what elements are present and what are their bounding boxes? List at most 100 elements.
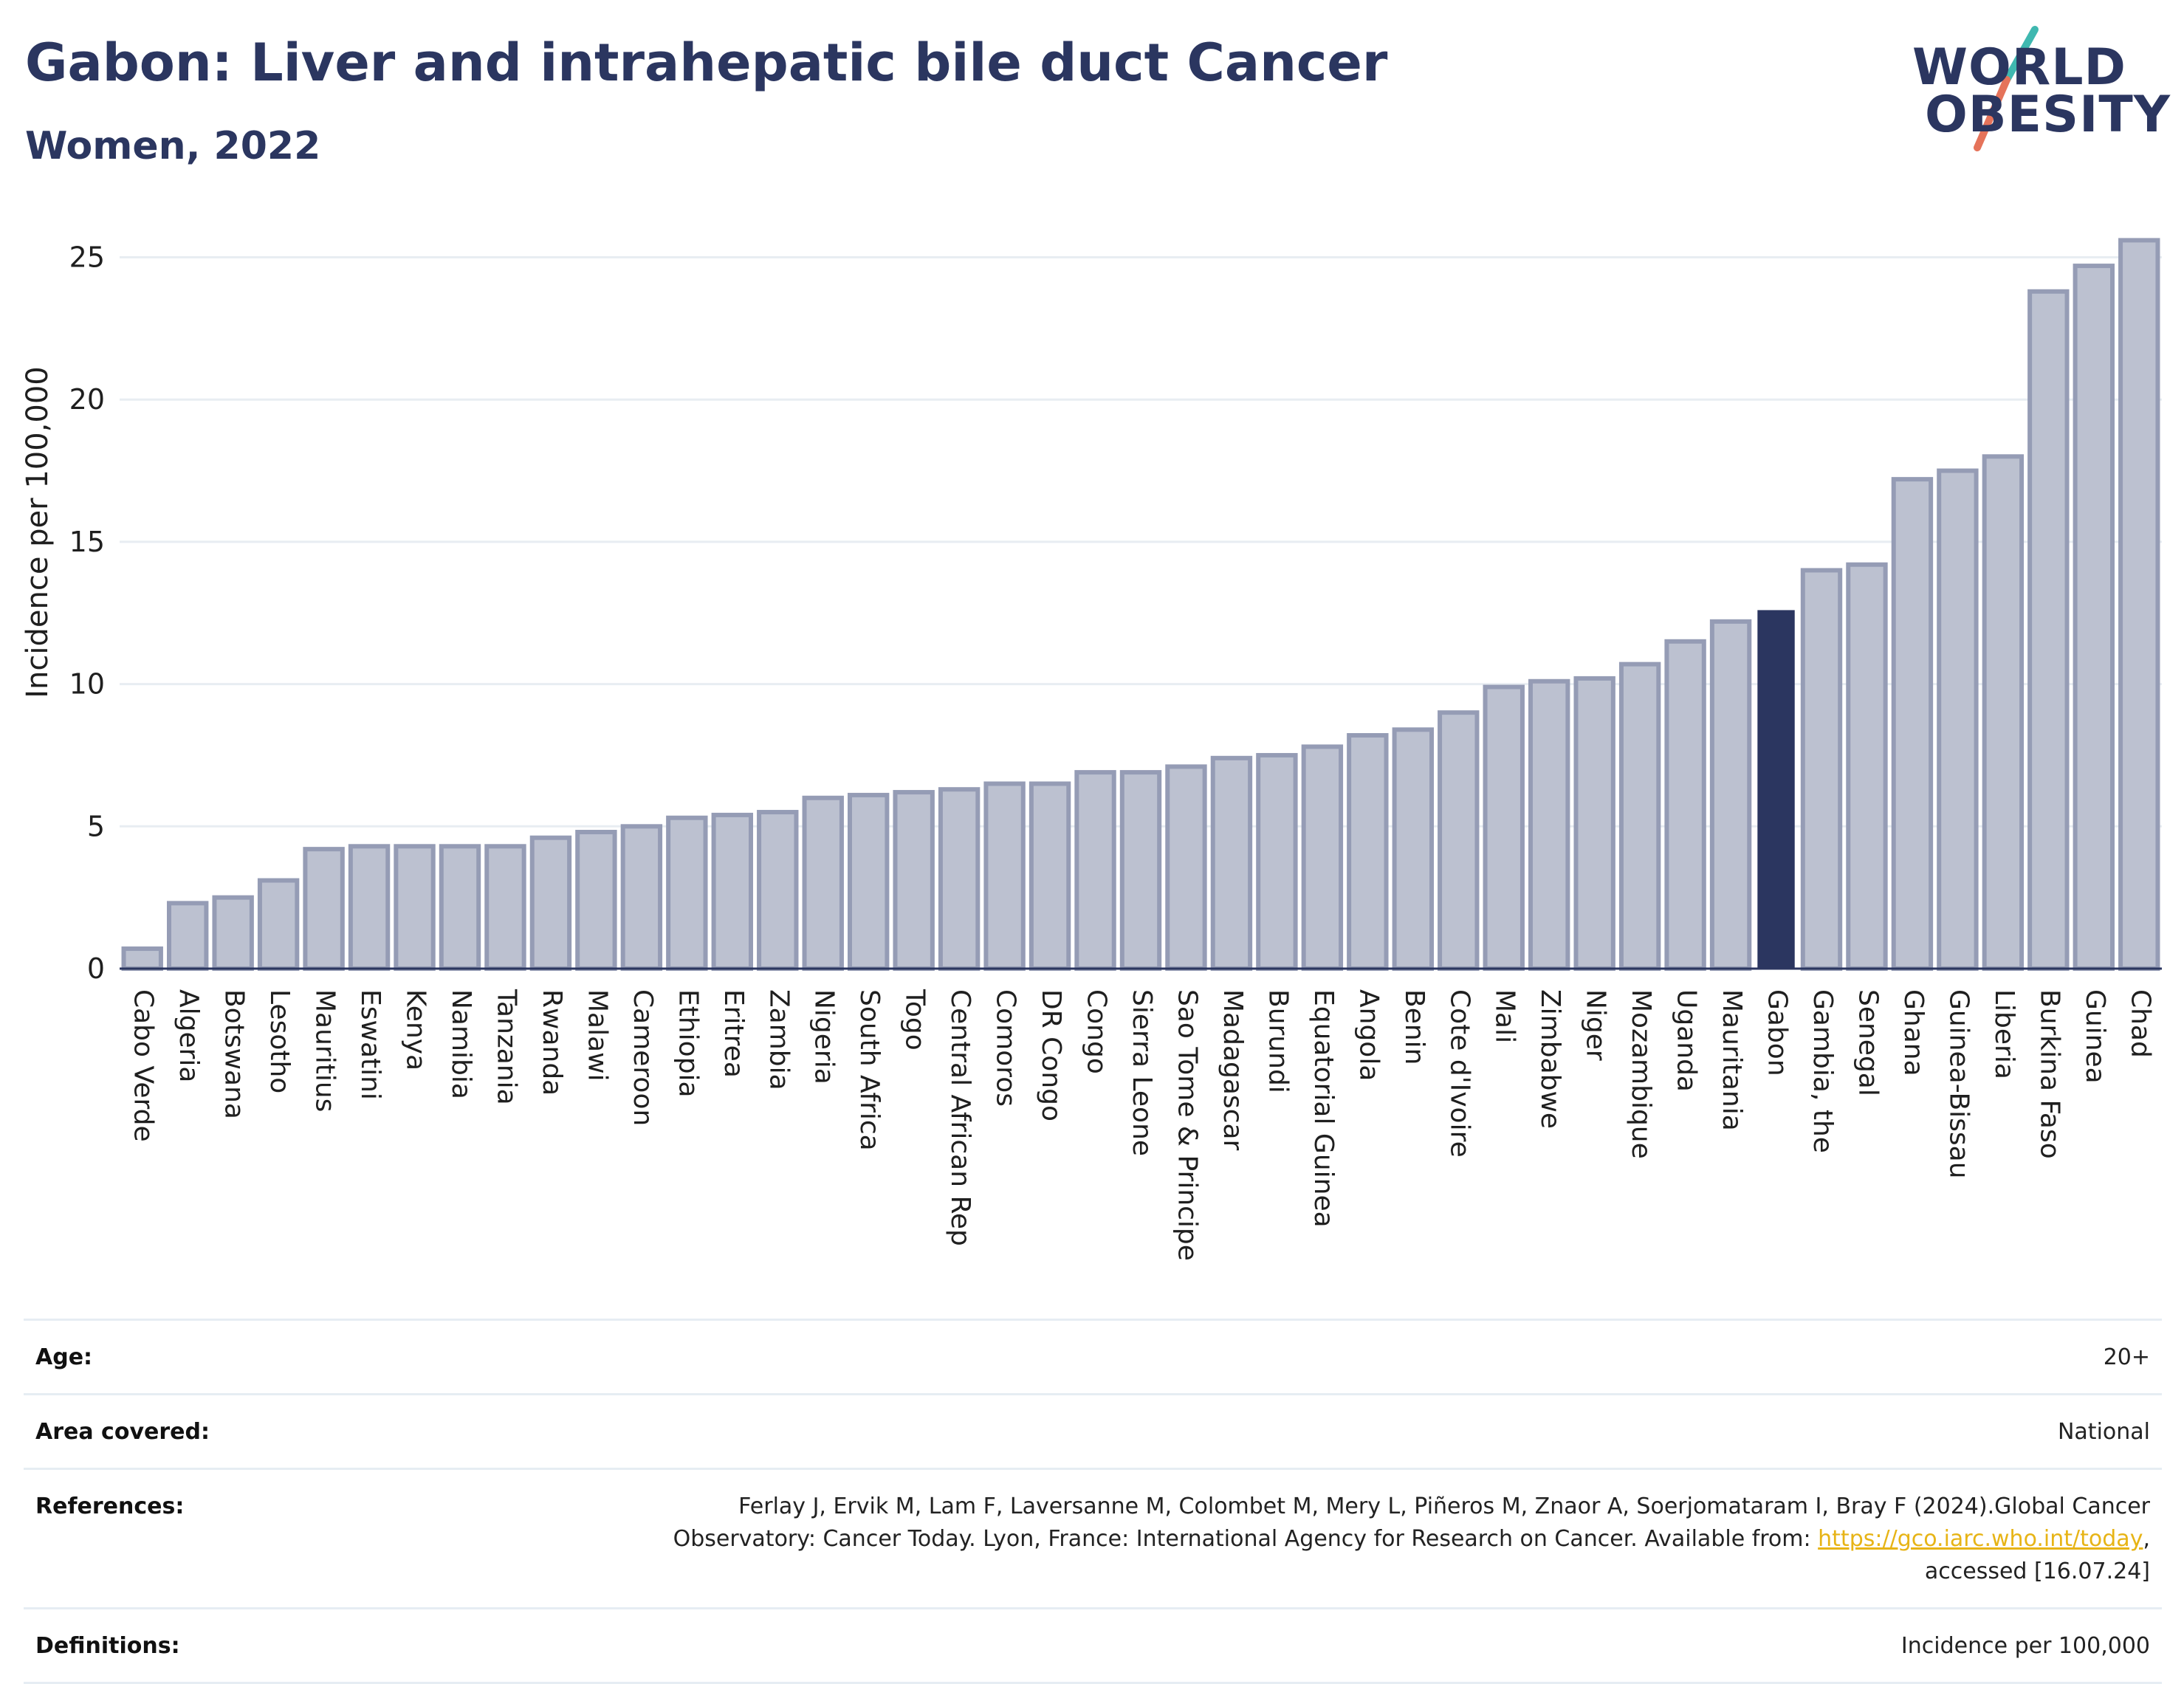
x-tick-label: South Africa bbox=[854, 989, 885, 1151]
x-tick-label: Burkina Faso bbox=[2034, 989, 2064, 1159]
bar bbox=[1438, 710, 1480, 972]
x-tick-label: Equatorial Guinea bbox=[1308, 989, 1339, 1228]
axes: 0 5 10 15 20 25 Cabo Verde Algeria Botswana Lesot… bbox=[69, 241, 2162, 1261]
x-tick-label: Rwanda bbox=[537, 989, 567, 1096]
logo-slash-icon bbox=[1974, 26, 2039, 151]
bar bbox=[1800, 568, 1843, 971]
bar bbox=[121, 946, 163, 971]
y-tick-label: 25 bbox=[69, 241, 105, 274]
bar bbox=[1528, 678, 1570, 971]
references-link[interactable]: https://gco.iarc.who.int/today bbox=[1818, 1526, 2143, 1552]
x-tick-label: Sierra Leone bbox=[1127, 989, 1157, 1156]
x-tick-label: Zambia bbox=[763, 989, 794, 1090]
x-tick-label: Zimbabwe bbox=[1535, 989, 1565, 1129]
x-tick-label: Niger bbox=[1581, 989, 1611, 1061]
bar bbox=[257, 878, 300, 971]
logo-line-1: WORLD bbox=[1912, 38, 2126, 97]
x-tick-label: Guinea-Bissau bbox=[1943, 989, 1974, 1179]
world-obesity-logo: WORLD OBESITY bbox=[1912, 21, 2171, 154]
bar bbox=[711, 812, 754, 972]
x-tick-label: Angola bbox=[1353, 989, 1384, 1081]
x-tick-label: Chad bbox=[2125, 989, 2155, 1058]
x-tick-label: Mozambique bbox=[1626, 989, 1656, 1159]
logo-line-2: OBESITY bbox=[1925, 86, 2171, 144]
y-tick-label: 20 bbox=[69, 383, 105, 416]
bar bbox=[1937, 468, 1979, 972]
bar bbox=[303, 847, 345, 972]
references-value: Ferlay J, Ervik M, Lam F, Laversanne M, … bbox=[644, 1491, 2150, 1588]
bar bbox=[983, 781, 1026, 971]
x-tick-label: Liberia bbox=[1989, 989, 2019, 1079]
x-tick-label: Mali bbox=[1490, 989, 1520, 1043]
bar bbox=[893, 790, 935, 971]
definitions-value: Incidence per 100,000 bbox=[1900, 1633, 2150, 1659]
bar bbox=[2073, 264, 2115, 972]
age-label: Age: bbox=[35, 1344, 93, 1370]
bar bbox=[2027, 289, 2070, 972]
y-tick-label: 15 bbox=[69, 526, 105, 558]
bar bbox=[1119, 770, 1162, 971]
bar bbox=[529, 835, 572, 971]
area-label: Area covered: bbox=[35, 1419, 210, 1445]
x-tick-label: Kenya bbox=[401, 989, 431, 1070]
bar bbox=[757, 810, 799, 971]
bar bbox=[166, 901, 209, 971]
x-tick-label: Mauritius bbox=[310, 989, 340, 1112]
x-tick-label: Botswana bbox=[219, 989, 250, 1119]
bar bbox=[1709, 619, 1752, 971]
info-row-definitions: Definitions: Incidence per 100,000 bbox=[24, 1607, 2162, 1684]
info-row-age: Age: 20+ bbox=[24, 1319, 2162, 1393]
references-text: Ferlay J, Ervik M, Lam F, Laversanne M, … bbox=[673, 1494, 2150, 1552]
x-tick-label: Ethiopia bbox=[673, 989, 703, 1098]
y-tick-label: 5 bbox=[87, 810, 105, 842]
x-tick-label: Eswatini bbox=[355, 989, 385, 1100]
bar bbox=[938, 787, 981, 972]
bar bbox=[1301, 744, 1344, 972]
chart-title: Gabon: Liver and intrahepatic bile duct … bbox=[25, 32, 1388, 93]
x-tick-label: Cote d'Ivoire bbox=[1444, 989, 1474, 1158]
area-value: National bbox=[2057, 1419, 2150, 1445]
x-tick-label: Guinea bbox=[2080, 989, 2110, 1084]
y-axis-label: Incidence per 100,000 bbox=[21, 366, 55, 698]
info-row-area: Area covered: National bbox=[24, 1393, 2162, 1468]
x-tick-label: Cameroon bbox=[628, 989, 658, 1126]
bar bbox=[1483, 684, 1525, 971]
x-tick-label: Burundi bbox=[1263, 989, 1293, 1093]
x-tick-label: Uganda bbox=[1672, 989, 1702, 1092]
bar bbox=[439, 844, 481, 971]
x-tick-label: Gabon bbox=[1762, 989, 1793, 1076]
bar bbox=[1891, 477, 1934, 971]
bar bbox=[1165, 764, 1207, 972]
x-tick-label: Lesotho bbox=[264, 989, 295, 1093]
bar bbox=[620, 824, 663, 971]
x-tick-label: Mauritania bbox=[1717, 989, 1747, 1131]
x-tick-label: Congo bbox=[1082, 989, 1112, 1074]
y-tick-label: 10 bbox=[69, 668, 105, 701]
references-label: References: bbox=[35, 1494, 185, 1519]
bar bbox=[1347, 732, 1389, 971]
bar bbox=[1074, 770, 1116, 971]
x-tick-label: Togo bbox=[900, 989, 930, 1051]
x-tick-label: Namibia bbox=[446, 989, 476, 1099]
bar bbox=[1664, 639, 1706, 971]
bar bbox=[348, 844, 391, 971]
bar-chart: 0 5 10 15 20 25 Cabo Verde Algeria Botswana Lesot… bbox=[21, 238, 2162, 1261]
x-tick-label: Cabo Verde bbox=[128, 989, 159, 1142]
age-value: 20+ bbox=[2103, 1344, 2150, 1370]
bar bbox=[1256, 752, 1298, 971]
info-table: Age: 20+ Area covered: National Referenc… bbox=[24, 1319, 2162, 1684]
bar bbox=[847, 792, 890, 972]
x-tick-label: Nigeria bbox=[809, 989, 839, 1085]
bar bbox=[1573, 676, 1615, 972]
x-tick-label: Comoros bbox=[991, 989, 1021, 1107]
bar-highlighted bbox=[1757, 610, 1795, 969]
bar bbox=[2118, 238, 2160, 971]
bar bbox=[1392, 727, 1435, 971]
bar bbox=[1029, 781, 1071, 971]
bar bbox=[1846, 562, 1888, 971]
bar bbox=[212, 895, 254, 972]
info-row-references: References: Ferlay J, Ervik M, Lam F, La… bbox=[24, 1468, 2162, 1607]
x-tick-label: DR Congo bbox=[1036, 989, 1066, 1121]
chart-subtitle: Women, 2022 bbox=[25, 124, 321, 168]
bar bbox=[666, 815, 708, 971]
